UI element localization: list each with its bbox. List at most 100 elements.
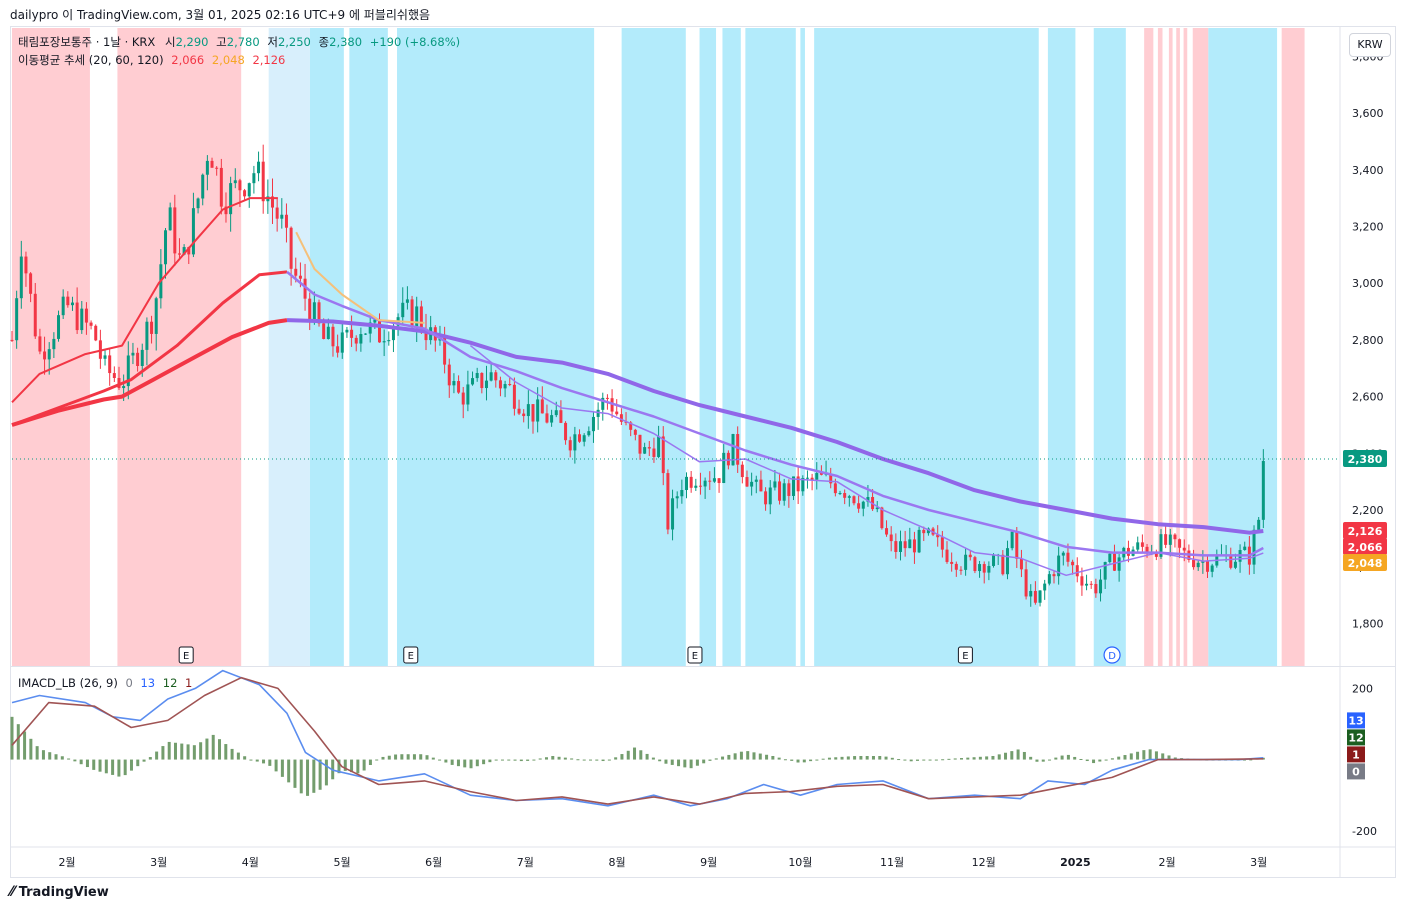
candle-body (187, 247, 191, 255)
month-tick-label: 8월 (608, 856, 625, 869)
candle-body (1206, 560, 1210, 572)
candle-body (857, 503, 861, 509)
macd-hist-bar (960, 758, 964, 760)
candle-body (624, 421, 628, 423)
macd-hist-bar (695, 759, 699, 766)
ma60-line (286, 270, 1264, 557)
candle-body (10, 339, 14, 341)
candle-body (922, 529, 926, 534)
candle-body (1196, 562, 1200, 568)
month-tick-label: 9월 (700, 856, 717, 869)
macd-hist-bar (10, 716, 14, 760)
macd-hist-bar (834, 757, 838, 760)
candle-body (261, 161, 265, 202)
macd-hist-bar (878, 756, 882, 760)
candle-body (1094, 584, 1098, 594)
candle-body (1182, 547, 1186, 551)
candle-body (987, 565, 991, 573)
candle-body (629, 422, 633, 430)
macd-hist-bar (658, 759, 662, 762)
candle-body (805, 477, 809, 479)
candle-body (1168, 534, 1172, 545)
macd-hist-bar (186, 744, 190, 760)
macd-hist-bar (532, 759, 536, 761)
macd-hist-bar (60, 756, 64, 760)
macd-hist-bar (1035, 759, 1039, 762)
macd-hist-bar (972, 757, 976, 760)
macd-hist-bar (324, 759, 328, 786)
signal-line (11, 676, 1264, 805)
macd-hist-bar (419, 754, 423, 760)
candle-body (550, 415, 554, 423)
macd-hist-bar (953, 758, 957, 760)
macd-hist-bar (827, 757, 831, 760)
macd-hist-bar (444, 759, 448, 763)
high-value: 2,780 (226, 35, 260, 49)
macd-hist-bar (790, 759, 794, 761)
macd-axis-label-0: 13 (1348, 714, 1363, 727)
macd-hist-bar (1161, 753, 1165, 760)
macd-hist-bar (1148, 749, 1152, 760)
macd-hist-bar (620, 754, 624, 760)
candle-body (973, 557, 977, 572)
macd-hist-bar (368, 759, 372, 766)
macd-hist-bar (664, 759, 668, 764)
earnings-marker (957, 646, 973, 664)
candle-body (154, 298, 158, 334)
candle-body (954, 563, 958, 570)
macd-hist-bar (909, 759, 913, 762)
candle-body (926, 528, 930, 534)
open-value: 2,290 (175, 35, 209, 49)
ma-label-1: 2,066 (1348, 541, 1383, 554)
candle-body (322, 323, 326, 339)
macd-hist-bar (255, 759, 259, 762)
candle-body (84, 308, 88, 323)
candle-body (354, 337, 358, 344)
macd-line (11, 669, 1264, 807)
candle-body (796, 476, 800, 492)
candle-body (717, 478, 721, 483)
candle-body (94, 325, 98, 341)
candle-body (778, 481, 782, 501)
earnings-marker-label: E (962, 651, 968, 662)
ma20-line-orange (295, 231, 425, 324)
candle-body (191, 208, 195, 255)
macd-hist-bar (884, 756, 888, 760)
macd-hist-bar (29, 738, 33, 760)
candle-body (596, 409, 600, 417)
macd-hist-bar (494, 759, 498, 761)
candle-body (694, 485, 698, 488)
candle-body (666, 473, 670, 530)
candle-body (619, 414, 623, 422)
candle-body (685, 476, 689, 491)
candle-body (340, 332, 344, 353)
candle-body (750, 481, 754, 487)
candle-body (1252, 529, 1256, 565)
candle-body (517, 408, 521, 414)
macd-hist-bar (243, 756, 247, 760)
candle-body (489, 372, 493, 381)
macd-hist-bar (783, 759, 787, 761)
macd-hist-bar (1073, 756, 1077, 760)
macd-hist-bar (482, 759, 486, 765)
macd-hist-bar (683, 759, 687, 768)
macd-val-2: 12 (162, 676, 178, 690)
macd-hist-bar (337, 759, 341, 774)
candle-body (75, 302, 79, 331)
candle-body (810, 477, 814, 480)
candle-body (112, 373, 116, 379)
macd-hist-bar (299, 759, 303, 794)
currency-button[interactable]: KRW (1349, 33, 1391, 57)
candle-body (145, 321, 149, 350)
candle-body (754, 479, 758, 482)
candle-body (540, 399, 544, 414)
candle-body (782, 483, 786, 501)
candle-body (24, 256, 28, 274)
candle-body (1112, 553, 1116, 571)
ma120-line (286, 318, 1264, 535)
candle-body (889, 534, 893, 542)
candle-body (1117, 557, 1121, 571)
macd-hist-bar (991, 755, 995, 760)
